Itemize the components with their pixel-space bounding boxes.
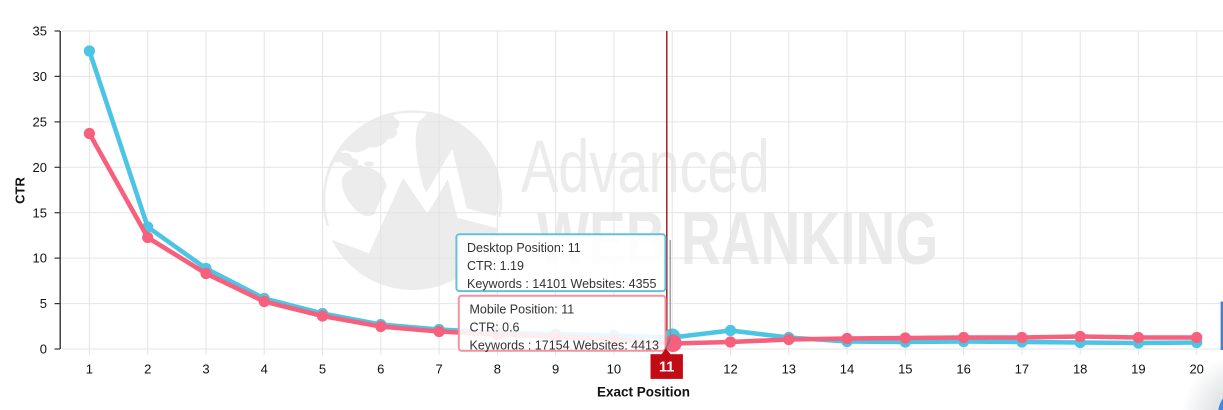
svg-text:Keywords : 14101 Websites: 435: Keywords : 14101 Websites: 4355	[467, 277, 657, 291]
svg-text:15: 15	[898, 362, 912, 377]
svg-text:CTR: 1.19: CTR: 1.19	[467, 259, 524, 273]
svg-text:30: 30	[33, 69, 47, 84]
svg-text:16: 16	[956, 362, 970, 377]
svg-text:10: 10	[607, 362, 621, 377]
svg-text:15: 15	[33, 205, 47, 220]
svg-text:Mobile Position: 11: Mobile Position: 11	[470, 303, 575, 317]
svg-text:4: 4	[261, 362, 268, 377]
svg-text:8: 8	[494, 362, 501, 377]
svg-text:1: 1	[86, 362, 93, 377]
svg-text:Advanced: Advanced	[521, 125, 770, 207]
svg-text:20: 20	[33, 160, 47, 175]
svg-text:9: 9	[552, 362, 559, 377]
svg-text:0: 0	[40, 342, 47, 357]
svg-text:Exact Position: Exact Position	[597, 385, 690, 400]
svg-text:2: 2	[144, 362, 151, 377]
svg-text:13: 13	[782, 362, 796, 377]
svg-text:11: 11	[659, 360, 674, 376]
svg-text:19: 19	[1131, 362, 1145, 377]
svg-text:35: 35	[33, 24, 47, 39]
svg-text:5: 5	[40, 296, 47, 311]
svg-text:CTR: 0.6: CTR: 0.6	[470, 321, 520, 335]
svg-text:5: 5	[319, 362, 326, 377]
svg-text:Keywords : 17154 Websites: 441: Keywords : 17154 Websites: 4413	[470, 339, 660, 353]
svg-text:12: 12	[723, 362, 737, 377]
svg-text:17: 17	[1015, 362, 1029, 377]
svg-text:6: 6	[377, 362, 384, 377]
svg-text:Desktop Position: 11: Desktop Position: 11	[467, 241, 581, 255]
svg-text:14: 14	[840, 362, 854, 377]
svg-text:CTR: CTR	[12, 177, 27, 204]
svg-text:7: 7	[435, 362, 442, 377]
svg-text:25: 25	[33, 115, 47, 130]
svg-text:10: 10	[33, 251, 47, 266]
svg-text:18: 18	[1073, 362, 1087, 377]
svg-text:3: 3	[202, 362, 209, 377]
